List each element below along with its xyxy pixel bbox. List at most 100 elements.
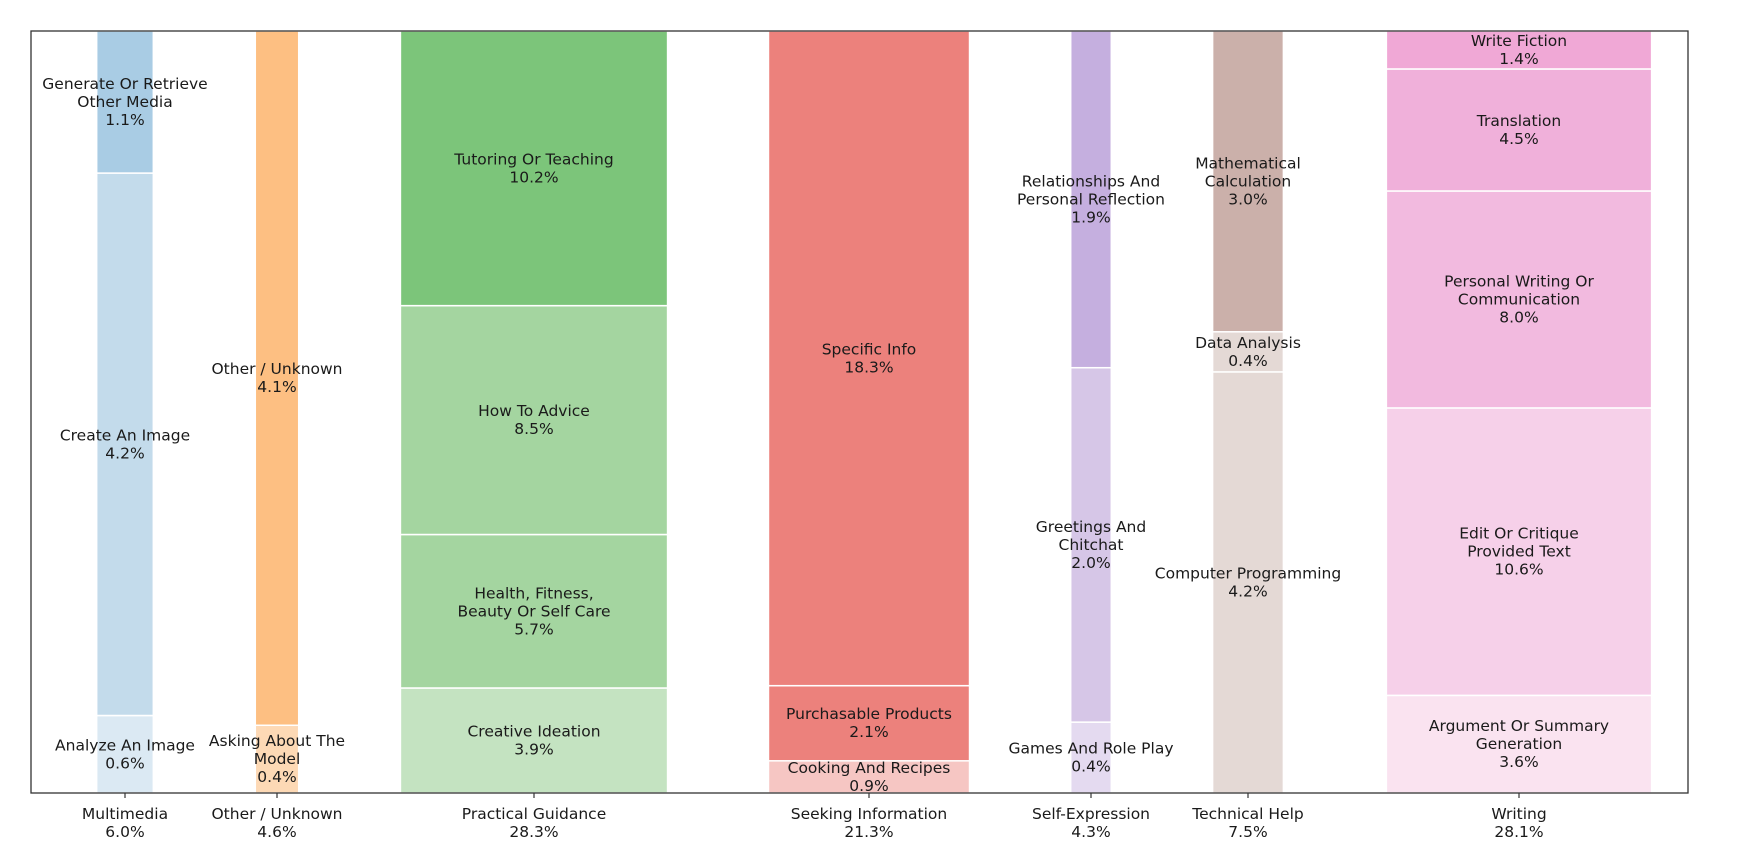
segment-label-line: Generate Or Retrieve: [42, 75, 207, 93]
segment-label-line: Personal Reflection: [1017, 190, 1165, 208]
segment-label: Health, Fitness, Beauty Or Self Care 5.7%: [457, 584, 610, 638]
segment-labels-layer: Analyze An Image 0.6% Create An Image 4.2% G…: [42, 32, 1609, 795]
x-tick-label: Technical Help 7.5%: [1191, 805, 1303, 841]
bar-segment: [95, 714, 155, 794]
segment-label-line: Games And Role Play: [1009, 740, 1174, 758]
bar-segment: [1385, 407, 1653, 697]
segment-label: Asking About The Model 0.4%: [209, 732, 345, 786]
x-tick-label-line: Self-Expression: [1032, 805, 1150, 823]
x-tick-label: Practical Guidance 28.3%: [462, 805, 606, 841]
segment-label-line: Relationships And: [1022, 172, 1160, 190]
bar-segment: [95, 172, 155, 717]
segment-label: Create An Image 4.2%: [60, 426, 190, 462]
segment-label-line: 4.2%: [1228, 582, 1267, 600]
x-tick-label-line: 28.1%: [1494, 823, 1543, 841]
segment-label-line: Tutoring Or Teaching: [453, 150, 613, 168]
segment-label-line: 1.4%: [1499, 50, 1538, 68]
segment-label: Computer Programming 4.2%: [1155, 564, 1341, 600]
segment-label-line: Greetings And: [1036, 518, 1146, 536]
segment-label-line: 1.9%: [1071, 208, 1110, 226]
segment-label: Translation 4.5%: [1476, 112, 1561, 148]
x-tick-label: Self-Expression 4.3%: [1032, 805, 1150, 841]
segment-label: Other / Unknown 4.1%: [211, 360, 342, 396]
segment-label-line: 0.4%: [1071, 758, 1110, 776]
segment-label-line: Other / Unknown: [211, 360, 342, 378]
segment-label: Greetings And Chitchat 2.0%: [1036, 518, 1146, 572]
segment-label-line: Calculation: [1205, 172, 1291, 190]
segment-label-line: 0.4%: [1228, 352, 1267, 370]
x-tick-label-line: 28.3%: [509, 823, 558, 841]
segment-label-line: 18.3%: [844, 358, 893, 376]
x-tick-label-line: Technical Help: [1191, 805, 1303, 823]
segment-label-line: How To Advice: [478, 402, 590, 420]
segment-label-line: Edit Or Critique: [1459, 525, 1579, 543]
segment-label: Generate Or Retrieve Other Media 1.1%: [42, 75, 207, 129]
x-tick-label: Multimedia 6.0%: [82, 805, 168, 841]
segment-label-line: Cooking And Recipes: [788, 759, 951, 777]
x-axis: Multimedia 6.0% Other / Unknown 4.6% Practic…: [82, 793, 1547, 841]
segment-label-line: 3.6%: [1499, 753, 1538, 771]
bar-segment: [1385, 190, 1653, 409]
segment-label-line: 1.1%: [105, 111, 144, 129]
segment-label-line: 4.5%: [1499, 130, 1538, 148]
segment-label-line: Generation: [1476, 735, 1562, 753]
segment-label: Edit Or Critique Provided Text 10.6%: [1459, 525, 1579, 579]
segment-label-line: Argument Or Summary: [1429, 717, 1609, 735]
x-tick-label-line: 6.0%: [105, 823, 144, 841]
segment-label: Tutoring Or Teaching 10.2%: [453, 150, 613, 186]
segment-label-line: 4.2%: [105, 444, 144, 462]
segment-label-line: Creative Ideation: [467, 722, 600, 740]
segment-label-line: 4.1%: [257, 378, 296, 396]
segment-label-line: 10.2%: [509, 168, 558, 186]
segment-label-line: 3.9%: [514, 740, 553, 758]
segment-label-line: Communication: [1458, 290, 1580, 308]
x-tick-label-line: Practical Guidance: [462, 805, 606, 823]
x-tick-label: Other / Unknown 4.6%: [211, 805, 342, 841]
bar-segment: [767, 30, 971, 687]
bar-segment: [399, 687, 669, 794]
plot-frame: [30, 30, 1689, 794]
segment-label-line: 0.4%: [257, 768, 296, 786]
segment-label-line: Provided Text: [1467, 543, 1571, 561]
x-tick-label-line: Seeking Information: [791, 805, 948, 823]
x-tick-label-line: Multimedia: [82, 805, 168, 823]
segment-label-line: 2.0%: [1071, 554, 1110, 572]
segment-label-line: Beauty Or Self Care: [457, 602, 610, 620]
segment-label-line: Data Analysis: [1195, 334, 1301, 352]
bar-segment: [399, 304, 669, 536]
bar-segment: [1211, 30, 1285, 333]
segment-label: Argument Or Summary Generation 3.6%: [1429, 717, 1609, 771]
bar-segment: [254, 30, 300, 727]
bar-segment: [767, 684, 971, 762]
segment-label-line: 2.1%: [849, 723, 888, 741]
x-tick-label: Seeking Information 21.3%: [791, 805, 948, 841]
x-tick-label-line: Writing: [1491, 805, 1546, 823]
segment-label-line: 5.7%: [514, 620, 553, 638]
bar-segment: [1385, 30, 1653, 70]
segment-label-line: 8.5%: [514, 420, 553, 438]
segment-label: Purchasable Products 2.1%: [786, 705, 952, 741]
bar-segment: [1069, 30, 1113, 369]
segment-label-line: Other Media: [77, 93, 173, 111]
x-tick-label: Writing 28.1%: [1491, 805, 1546, 841]
segment-label-line: Model: [254, 750, 301, 768]
segment-label-line: 3.0%: [1228, 190, 1267, 208]
segment-label-line: Specific Info: [822, 340, 917, 358]
segment-label-line: 8.0%: [1499, 308, 1538, 326]
segment-label: Specific Info 18.3%: [822, 340, 917, 376]
bar-segment: [767, 760, 971, 794]
segment-label-line: Write Fiction: [1471, 32, 1567, 50]
bar-segment: [399, 533, 669, 689]
segment-label: How To Advice 8.5%: [478, 402, 590, 438]
bar-segment: [254, 724, 300, 794]
segment-label: Analyze An Image 0.6%: [55, 736, 195, 772]
segment-label-line: Computer Programming: [1155, 564, 1341, 582]
x-tick-label-line: 4.3%: [1071, 823, 1110, 841]
x-tick-label-line: Other / Unknown: [211, 805, 342, 823]
segment-label: Games And Role Play 0.4%: [1009, 740, 1174, 776]
segment-label: Mathematical Calculation 3.0%: [1195, 154, 1301, 208]
segment-label: Data Analysis 0.4%: [1195, 334, 1301, 370]
segment-label-line: Mathematical: [1195, 154, 1301, 172]
x-tick-label-line: 4.6%: [257, 823, 296, 841]
segment-label: Personal Writing Or Communication 8.0%: [1444, 272, 1594, 326]
